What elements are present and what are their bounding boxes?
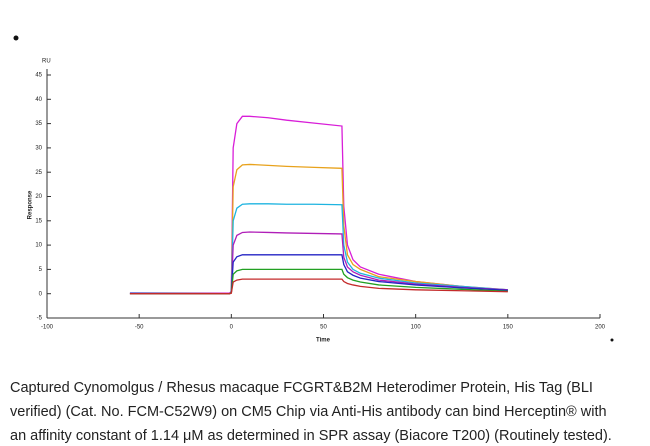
x-axis-label: Time [316,338,331,344]
data-line [129,254,508,295]
bullet [13,35,19,41]
y-tick-label: 20 [35,194,42,200]
x-tick-label: 50 [320,325,327,331]
x-tick-label: 0 [230,325,234,331]
chart: RU Response Time -5051015202530354045-10… [13,35,614,344]
y-tick-label: 10 [35,243,42,249]
data-line [129,203,508,295]
x-tick-label: 150 [503,325,514,331]
data-line [129,268,508,295]
data-line [129,115,508,294]
x-tick-label: -50 [135,325,144,331]
y-tick-label: 25 [35,170,42,176]
y-tick-label: 30 [35,145,42,151]
x-tick-label: -100 [41,325,54,331]
unit-label: RU [42,59,51,65]
x-tick-label: 200 [595,325,606,331]
x-tick-label: 100 [411,325,422,331]
y-tick-label: 5 [39,267,43,273]
data-line [129,278,508,295]
dot [610,338,614,342]
caption-line: verified) (Cat. No. FCM-C52W9) on CM5 Ch… [10,404,607,420]
y-tick-label: 45 [35,73,42,79]
caption-line: Captured Cynomolgus / Rhesus macaque FCG… [10,380,593,396]
y-tick-label: 40 [35,97,42,103]
y-tick-label: 0 [39,291,43,297]
data-line [129,231,508,295]
y-tick-label: 35 [35,121,42,127]
y-axis-label: Response [28,190,34,219]
y-tick-label: 15 [35,218,42,224]
y-tick-label: -5 [37,316,43,322]
caption-line: an affinity constant of 1.14 μM as deter… [10,428,612,444]
data-line [129,163,508,295]
